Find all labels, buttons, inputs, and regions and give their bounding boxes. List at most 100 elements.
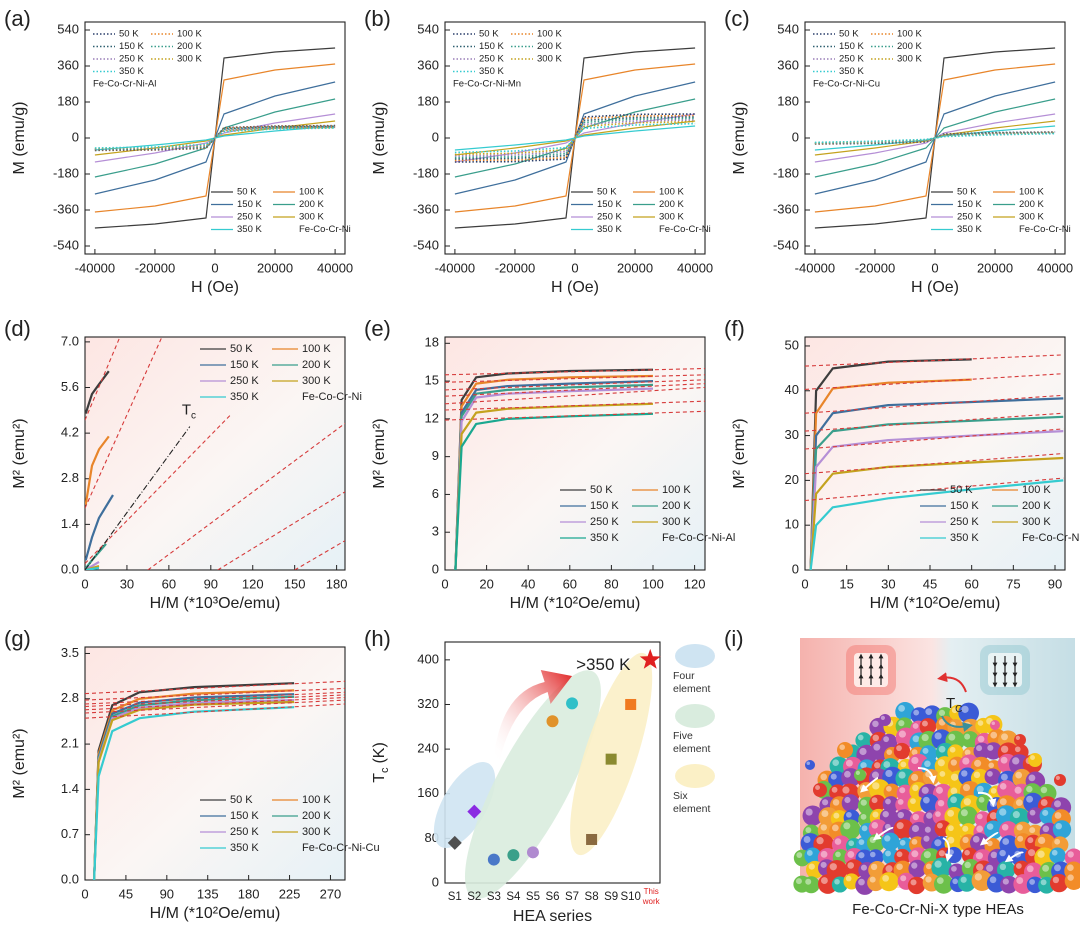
- atom-highlight: [896, 863, 903, 871]
- x-tick-label: 90: [160, 886, 174, 901]
- atom: [990, 720, 1000, 730]
- atom: [1014, 734, 1026, 746]
- atom-highlight: [846, 811, 852, 818]
- legend-label: 50 K: [230, 794, 253, 806]
- x-tick-label: 0: [801, 576, 808, 591]
- atom: [829, 756, 849, 776]
- annotation-sub: c: [191, 411, 196, 422]
- atom-highlight: [922, 747, 929, 754]
- atom-highlight: [962, 757, 970, 765]
- legend-label: 250 K: [230, 375, 259, 387]
- legend-label: 250 K: [237, 212, 262, 223]
- atom-highlight: [883, 736, 890, 743]
- atom-highlight: [964, 849, 970, 856]
- point: [507, 849, 520, 862]
- atom-highlight: [988, 762, 995, 769]
- curve: [85, 370, 110, 414]
- y-tick-label: -180: [53, 165, 79, 180]
- atom-highlight: [803, 836, 811, 843]
- fit-line: [85, 703, 345, 719]
- atom: [837, 742, 853, 758]
- atom-highlight: [911, 749, 918, 756]
- atom-highlight: [999, 863, 1007, 871]
- plot-area: [814, 47, 1056, 229]
- atom-highlight: [1042, 825, 1050, 833]
- atom: [1027, 807, 1044, 824]
- x-tick-label: 0: [931, 260, 938, 275]
- atom: [933, 874, 954, 894]
- point: [639, 648, 661, 669]
- atom-highlight: [820, 861, 827, 868]
- atom-highlight: [820, 824, 827, 831]
- plot-frame: [84, 21, 346, 255]
- y-tick-label: 3.5: [61, 645, 79, 660]
- atom-highlight: [844, 796, 851, 804]
- x-tick-label: 0: [571, 260, 578, 275]
- atom-highlight: [938, 745, 946, 753]
- legend-label: 150 K: [479, 41, 504, 52]
- atom-highlight: [937, 759, 945, 767]
- atom-highlight: [950, 787, 958, 795]
- x-tick-label: 90: [1048, 576, 1062, 591]
- curve: [809, 479, 1064, 570]
- atom-highlight: [795, 878, 802, 885]
- y-tick-label: 9: [432, 448, 439, 463]
- panel-label: (d): [4, 316, 31, 341]
- legend-label: 300 K: [897, 54, 922, 65]
- plot-frame: [444, 336, 706, 571]
- y-axis-label: M² (emu²): [731, 418, 748, 488]
- y-tick-label: 0.7: [61, 826, 79, 841]
- point: [467, 804, 482, 819]
- atom-highlight: [935, 786, 943, 794]
- atom-highlight: [861, 825, 868, 832]
- y-tick-label: 1.4: [61, 516, 79, 531]
- y-axis-label-unit: (K): [371, 742, 388, 763]
- y-tick-label: 160: [417, 785, 439, 800]
- y-tick-label: 30: [785, 427, 799, 442]
- legend-label: 100 K: [1022, 484, 1051, 496]
- x-tick-label: 120: [242, 576, 264, 591]
- spin-arrow: [942, 837, 953, 862]
- atom-highlight: [1001, 823, 1009, 831]
- atom-highlight: [830, 773, 837, 780]
- atom-highlight: [805, 878, 812, 885]
- legend-label-box: Six element: [673, 790, 710, 815]
- atom-highlight: [1026, 865, 1034, 873]
- y-tick-label: -180: [413, 165, 439, 180]
- atom: [828, 771, 846, 789]
- x-tick-label: 270: [320, 886, 342, 901]
- atom-highlight: [924, 760, 931, 768]
- atom-highlight: [844, 770, 851, 778]
- atom-highlight: [912, 813, 919, 821]
- atom: [854, 769, 866, 781]
- legend-label: 100 K: [302, 794, 331, 806]
- legend-group-label: Fe-Co-Cr-Ni: [299, 224, 351, 235]
- fit-line: [445, 400, 705, 411]
- point: [546, 715, 559, 728]
- fit-line: [85, 337, 121, 421]
- x-tick-label: -40000: [75, 260, 115, 275]
- point: [487, 853, 500, 866]
- atom-highlight: [1015, 735, 1021, 741]
- x-axis-label: H (Oe): [191, 279, 239, 296]
- legend-label: 250 K: [839, 54, 864, 65]
- atom-highlight: [843, 822, 851, 830]
- atom-highlight: [961, 770, 968, 777]
- x-tick-label: 40000: [317, 260, 353, 275]
- curve: [85, 566, 100, 570]
- plot-area: [85, 337, 345, 570]
- x-tick-label: -40000: [795, 260, 835, 275]
- curve: [85, 435, 110, 505]
- atom-highlight: [796, 852, 803, 858]
- atom-highlight: [974, 873, 982, 881]
- fit-line: [294, 540, 345, 570]
- atom: [958, 702, 979, 724]
- atom-highlight: [871, 797, 878, 804]
- annotation-main: T: [182, 402, 191, 419]
- legend-label: 100 K: [302, 343, 331, 355]
- legend-label: 150 K: [957, 199, 982, 210]
- plot-frame: [84, 646, 346, 881]
- y-tick-label: 12: [425, 410, 439, 425]
- atom: [804, 847, 822, 865]
- legend-label-box: Four element: [673, 670, 710, 695]
